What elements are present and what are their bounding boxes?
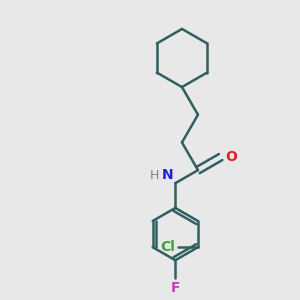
Text: F: F: [171, 280, 180, 295]
Text: O: O: [225, 150, 237, 164]
Text: Cl: Cl: [160, 240, 175, 254]
Text: N: N: [162, 168, 174, 182]
Text: H: H: [150, 169, 159, 182]
